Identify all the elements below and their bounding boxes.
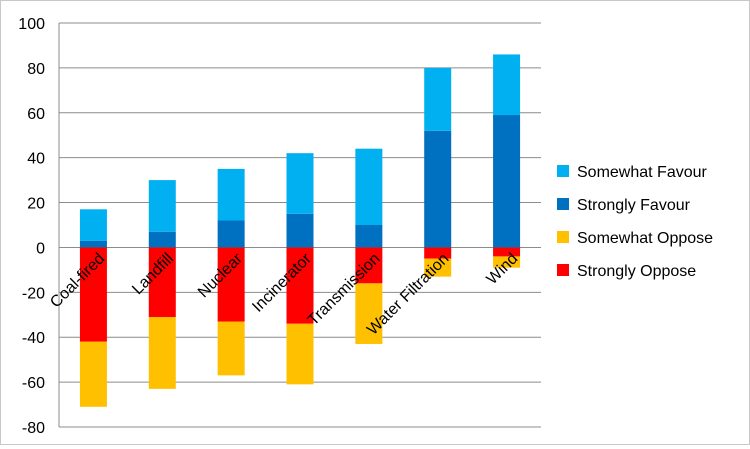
legend: Somewhat Favour Strongly Favour Somewhat O… bbox=[557, 164, 713, 280]
legend-label: Strongly Oppose bbox=[577, 263, 696, 280]
y-tick-label: -80 bbox=[22, 420, 45, 437]
bar-somewhat-oppose bbox=[424, 258, 452, 277]
bar-strongly-favour bbox=[286, 213, 314, 248]
y-tick-label: 20 bbox=[27, 196, 45, 213]
bar-somewhat-favour bbox=[79, 209, 107, 241]
y-tick-label: 100 bbox=[18, 16, 45, 33]
bar-strongly-favour bbox=[355, 225, 383, 248]
bar-somewhat-oppose bbox=[217, 321, 245, 376]
bar-somewhat-favour bbox=[148, 180, 176, 232]
bar-somewhat-favour bbox=[493, 54, 521, 116]
bar-somewhat-oppose bbox=[493, 256, 521, 268]
bar-strongly-oppose bbox=[493, 247, 521, 257]
legend-label: Strongly Favour bbox=[577, 197, 691, 214]
bar-strongly-favour bbox=[148, 231, 176, 248]
bar-somewhat-oppose bbox=[148, 317, 176, 389]
bar-somewhat-favour bbox=[355, 148, 383, 225]
y-tick-label: 60 bbox=[27, 106, 45, 123]
bar-strongly-favour bbox=[493, 115, 521, 248]
bar-somewhat-favour bbox=[286, 153, 314, 214]
legend-label: Somewhat Favour bbox=[577, 164, 708, 181]
bar-strongly-oppose bbox=[424, 247, 452, 259]
bar-somewhat-oppose bbox=[79, 341, 107, 407]
y-tick-label: 40 bbox=[27, 151, 45, 168]
y-tick-label: 0 bbox=[36, 240, 45, 257]
y-tick-label: -40 bbox=[22, 330, 45, 347]
bar-strongly-oppose bbox=[217, 247, 245, 322]
bar-somewhat-oppose bbox=[286, 323, 314, 385]
legend-label: Somewhat Oppose bbox=[577, 230, 713, 247]
bars bbox=[79, 54, 521, 407]
legend-swatch bbox=[557, 198, 569, 210]
bar-somewhat-oppose bbox=[355, 283, 383, 344]
bar-strongly-favour bbox=[424, 130, 452, 248]
bar-somewhat-favour bbox=[424, 67, 452, 131]
bar-strongly-favour bbox=[79, 240, 107, 248]
category-labels: Coal-fired Landfill Nuclear IncineratorTran… bbox=[47, 250, 521, 339]
bar-strongly-oppose bbox=[79, 247, 107, 342]
y-tick-label: -20 bbox=[22, 285, 45, 302]
bar-somewhat-favour bbox=[217, 168, 245, 221]
y-tick-labels: 100 80 60 40 20 0 -20 -40 -60 -80 bbox=[18, 16, 45, 437]
legend-swatch bbox=[557, 264, 569, 276]
y-tick-label: -60 bbox=[22, 375, 45, 392]
legend-swatch bbox=[557, 165, 569, 177]
bar-strongly-oppose bbox=[286, 247, 314, 324]
legend-swatch bbox=[557, 231, 569, 243]
bar-strongly-favour bbox=[217, 220, 245, 248]
bar-strongly-oppose bbox=[148, 247, 176, 318]
bar-strongly-oppose bbox=[355, 247, 383, 284]
y-tick-label: 80 bbox=[27, 61, 45, 78]
